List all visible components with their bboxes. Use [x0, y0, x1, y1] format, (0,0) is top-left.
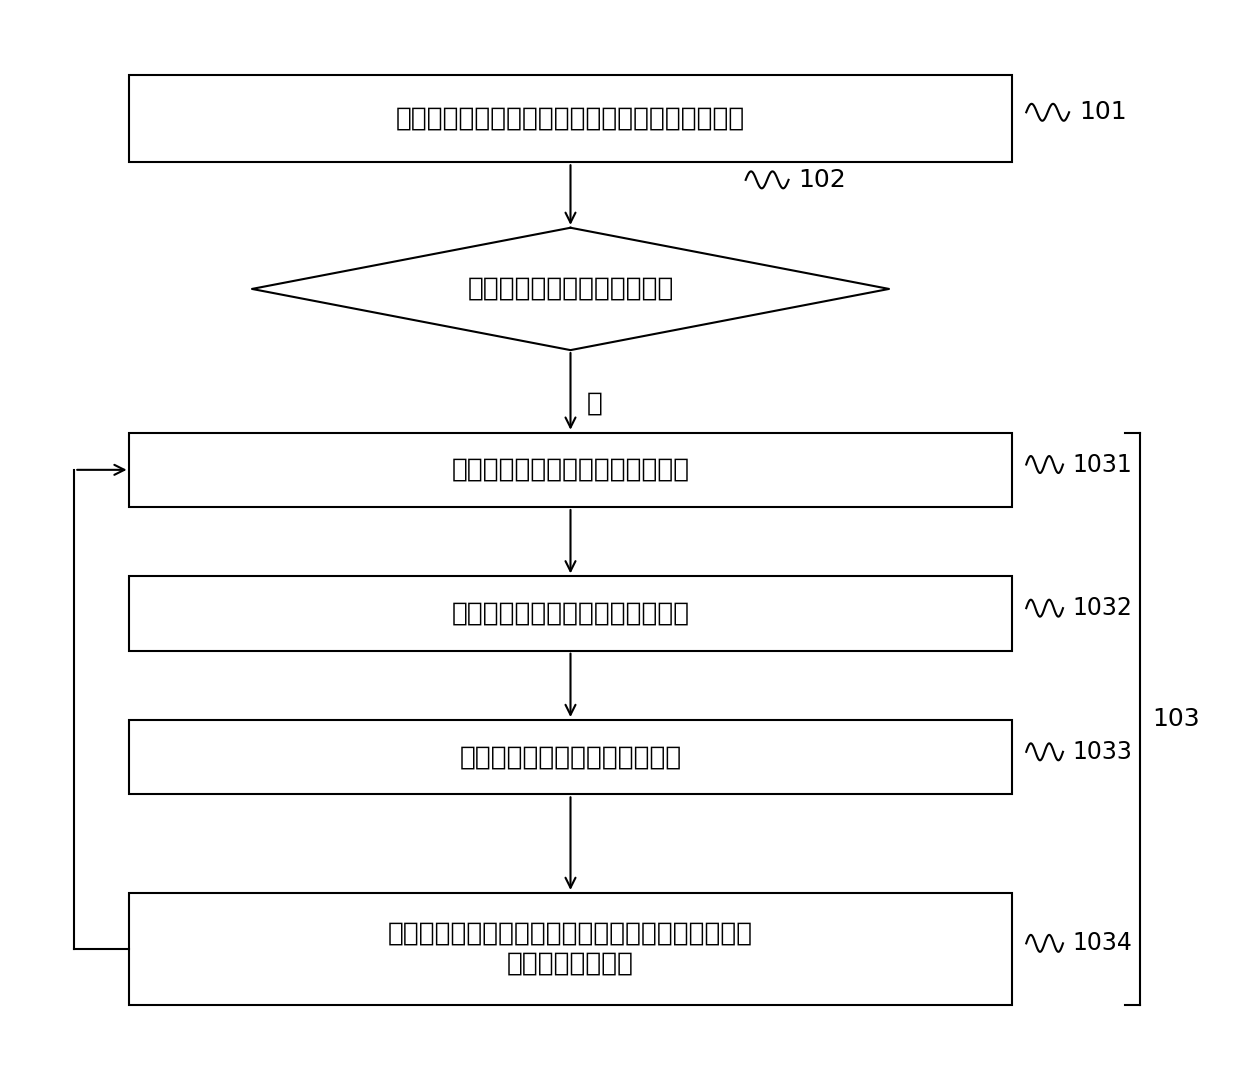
- Text: 是: 是: [587, 390, 603, 416]
- Text: 102: 102: [798, 168, 846, 192]
- FancyBboxPatch shape: [129, 577, 1011, 651]
- Text: 根据所述询问语句收集交互问题: 根据所述询问语句收集交互问题: [460, 744, 681, 770]
- Text: 103: 103: [1152, 706, 1201, 731]
- Text: 1032: 1032: [1073, 596, 1132, 620]
- Text: 1031: 1031: [1073, 453, 1132, 476]
- FancyBboxPatch shape: [129, 720, 1011, 794]
- FancyBboxPatch shape: [129, 893, 1011, 1005]
- Polygon shape: [252, 227, 890, 350]
- Text: 利用所述未使用槽位生成询问语句: 利用所述未使用槽位生成询问语句: [451, 600, 690, 626]
- Text: 检索结果的数量是否超出阈值: 检索结果的数量是否超出阈值: [467, 276, 674, 302]
- FancyBboxPatch shape: [129, 432, 1011, 507]
- Text: 根据初始问题对应的槽位进行检索，得到检索结果: 根据初始问题对应的槽位进行检索，得到检索结果: [396, 106, 745, 132]
- Text: 根据槽位排序信息确定未使用槽位: 根据槽位排序信息确定未使用槽位: [451, 457, 690, 483]
- FancyBboxPatch shape: [129, 75, 1011, 163]
- Text: 将交互问题对应的槽位和已使用槽位结合再次进行检
索，得到检索结果: 将交互问题对应的槽位和已使用槽位结合再次进行检 索，得到检索结果: [388, 921, 753, 977]
- Text: 101: 101: [1079, 100, 1126, 124]
- Text: 1034: 1034: [1073, 931, 1132, 955]
- Text: 1033: 1033: [1073, 740, 1132, 764]
